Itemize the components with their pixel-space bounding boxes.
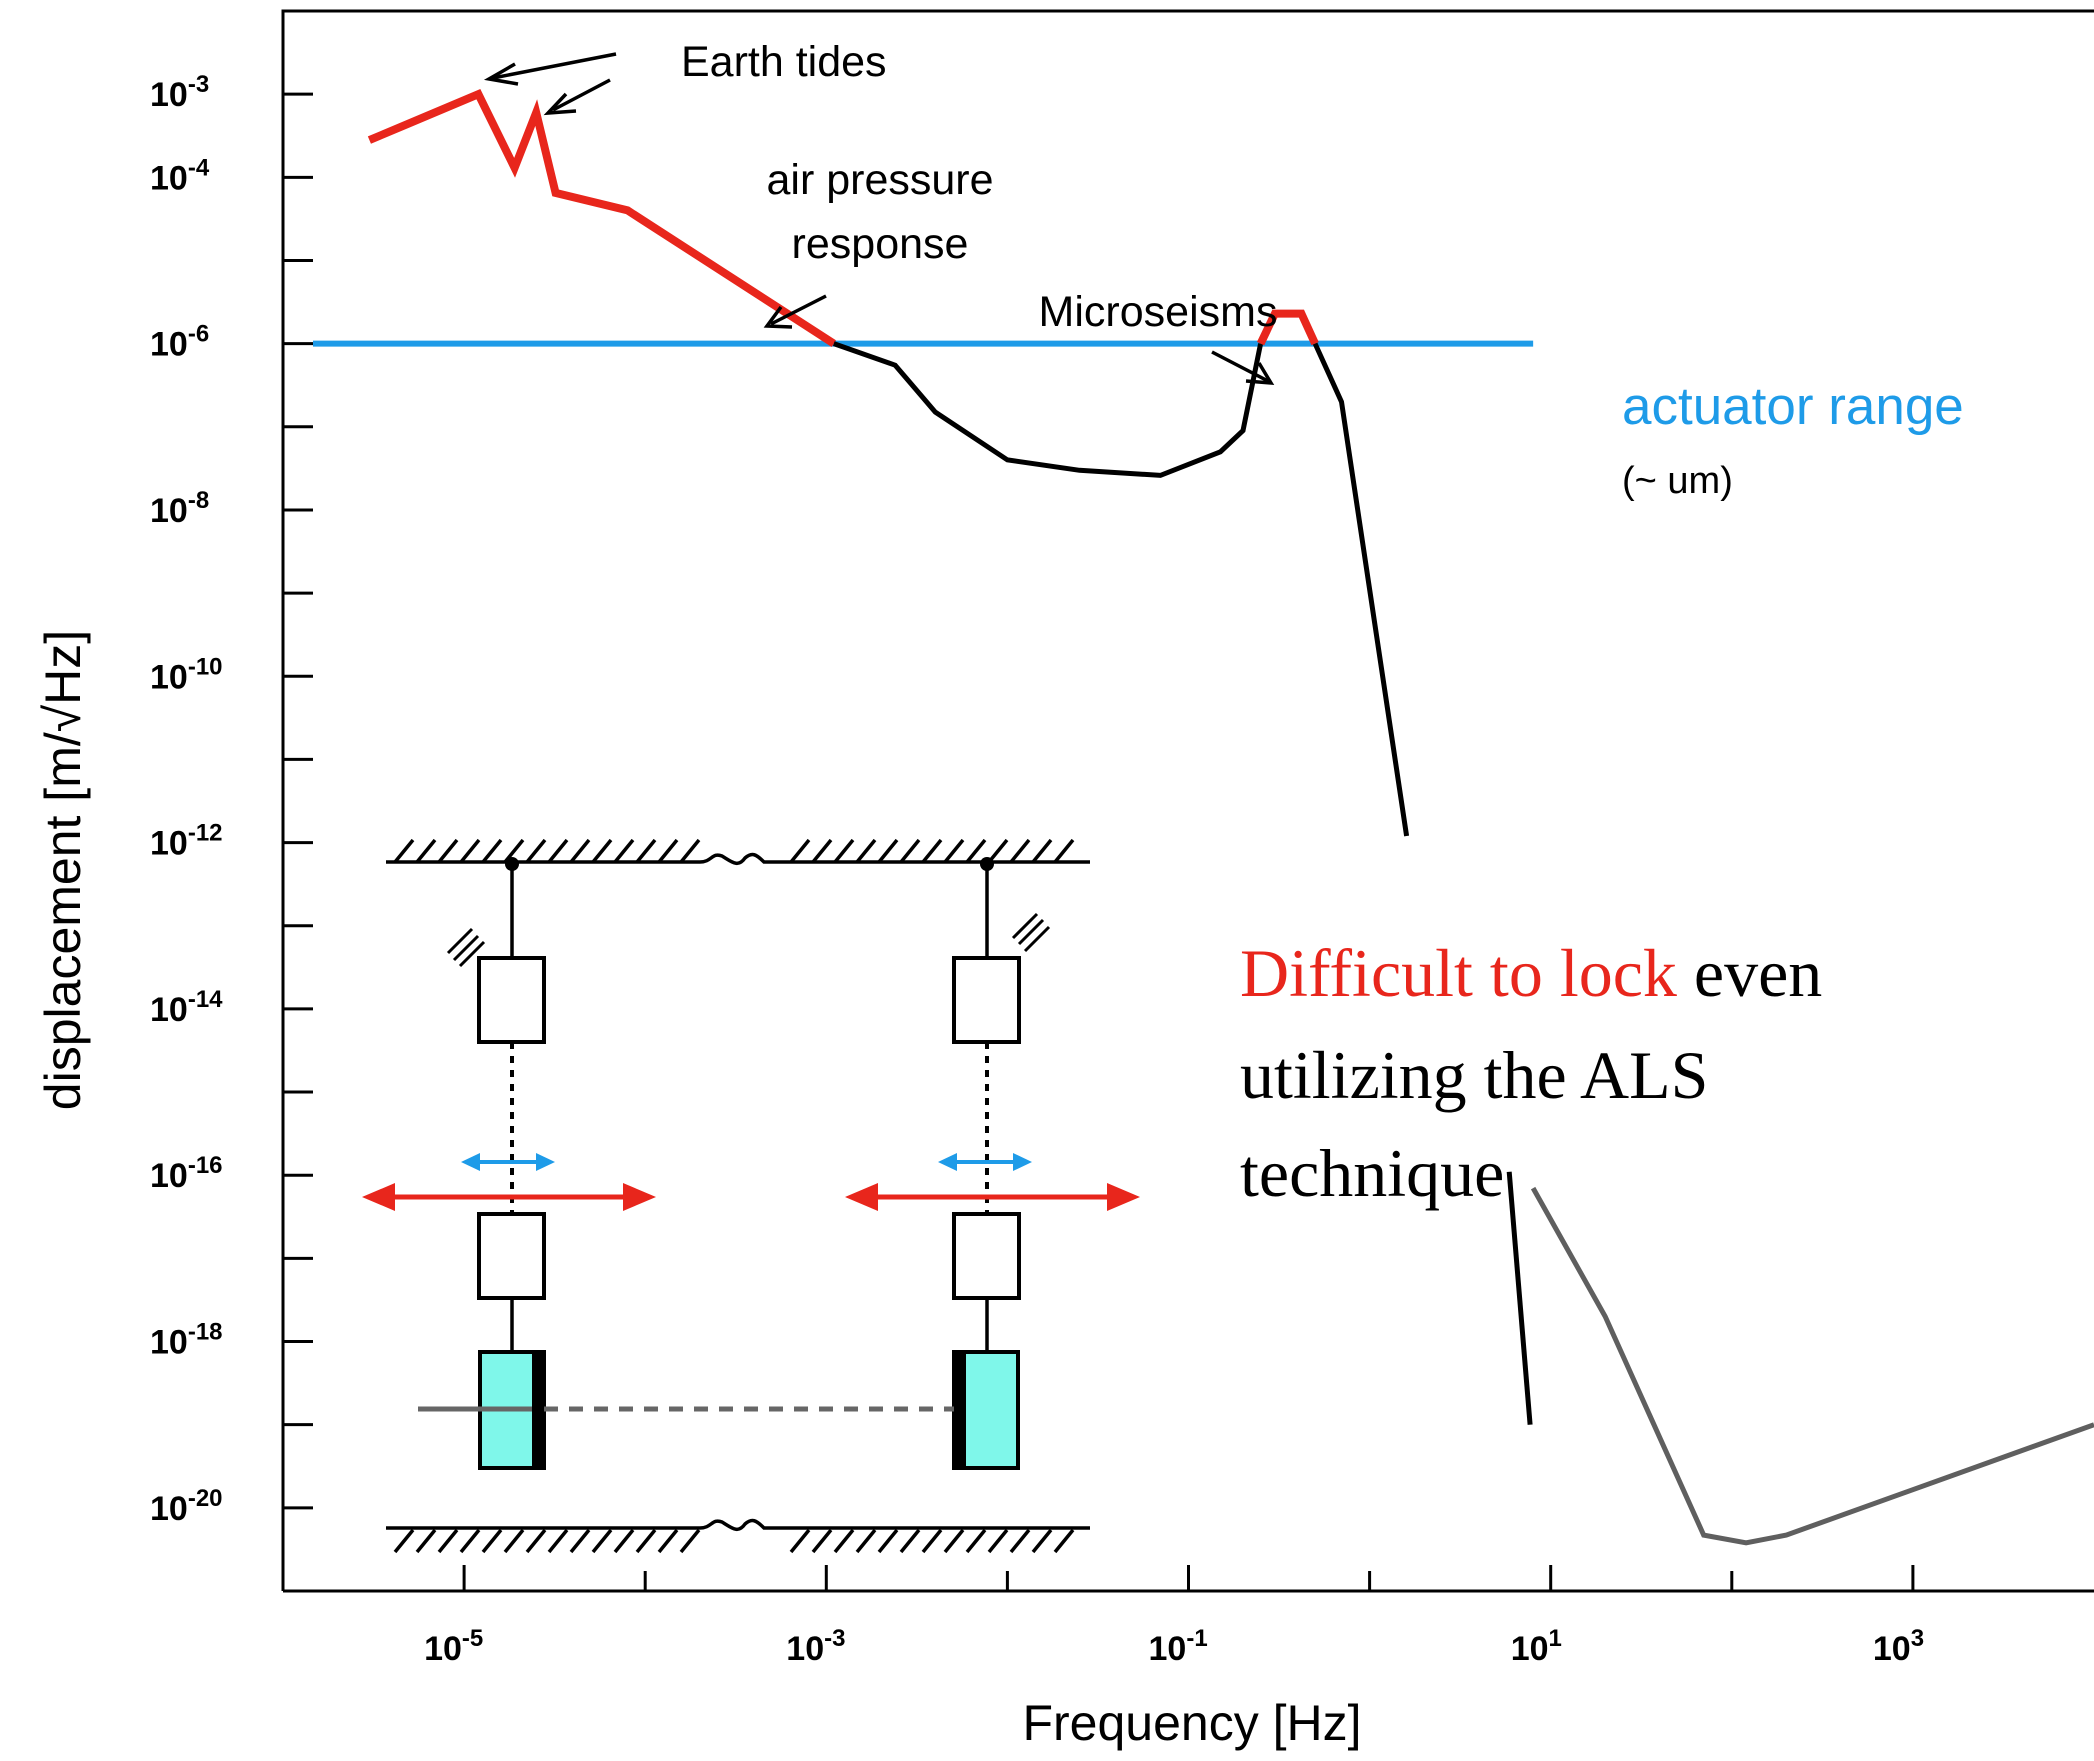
y-tick-label: 10-12 (150, 820, 223, 863)
data-series (367, 89, 2094, 1546)
annotation-difficult-line1: Difficult to lock even (1240, 935, 1822, 1011)
y-axis-label: displacement [m/√Hz] (35, 630, 91, 1110)
series-line-0 (367, 89, 836, 347)
series-line-5 (1530, 1186, 2094, 1546)
earth-tides-arrows (483, 52, 617, 116)
series-line-2 (1256, 309, 1319, 346)
y-tick-label: 10-3 (150, 71, 209, 114)
top-ground (386, 838, 1090, 866)
y-ticks: 10-3 10-4 10-6 10-8 10-10 10-12 10-14 10-16 10-1… (150, 71, 313, 1593)
annotation-actuator-range: actuator range (1622, 377, 1964, 436)
annotation-earth-tides: Earth tides (681, 38, 887, 86)
suspension-schematic (362, 838, 1140, 1554)
left-vibration-icon (446, 927, 486, 968)
y-tick-label: 10-10 (150, 653, 223, 696)
y-tick-label: 10-8 (150, 487, 209, 530)
right-vibration-icon (1011, 912, 1051, 953)
y-tick-label: 10-18 (150, 1319, 223, 1362)
x-tick-label: 101 (1511, 1625, 1562, 1668)
annotation-difficult-line3: technique (1240, 1135, 1504, 1211)
annotation-air-pressure-1: air pressure (766, 156, 993, 204)
x-ticks: 10-5 10-3 10-1 101 103 (424, 1565, 1924, 1668)
x-tick-label: 103 (1873, 1625, 1924, 1668)
y-tick-label: 10-14 (150, 986, 223, 1029)
air-pressure-arrow (763, 294, 827, 329)
annotation-difficult-line2: utilizing the ALS (1240, 1037, 1708, 1113)
right-blue-double-arrow (938, 1153, 1032, 1171)
right-red-double-arrow (845, 1183, 1140, 1211)
y-tick-label: 10-20 (150, 1485, 223, 1528)
microseisms-arrow (1211, 350, 1275, 386)
series-line-4 (1506, 1171, 1533, 1425)
x-tick-label: 10-3 (786, 1625, 845, 1668)
annotation-air-pressure-2: response (792, 220, 969, 268)
left-blue-double-arrow (461, 1153, 555, 1171)
x-axis-label: Frequency [Hz] (1022, 1695, 1361, 1751)
x-tick-label: 10-5 (424, 1625, 483, 1668)
x-tick-label: 10-1 (1149, 1625, 1208, 1668)
annotation-actuator-unit: (~ um) (1622, 460, 1733, 502)
series-line-1 (832, 341, 1264, 478)
y-tick-label: 10-6 (150, 321, 209, 364)
right-suspension (952, 857, 1051, 1470)
plot-frame (281, 9, 2094, 1591)
y-tick-label: 10-16 (150, 1152, 223, 1195)
left-red-double-arrow (362, 1183, 656, 1211)
bottom-ground (386, 1518, 1090, 1554)
y-tick-label: 10-4 (150, 154, 210, 197)
series-line-3 (1312, 342, 1410, 837)
annotation-microseisms: Microseisms (1039, 288, 1278, 336)
